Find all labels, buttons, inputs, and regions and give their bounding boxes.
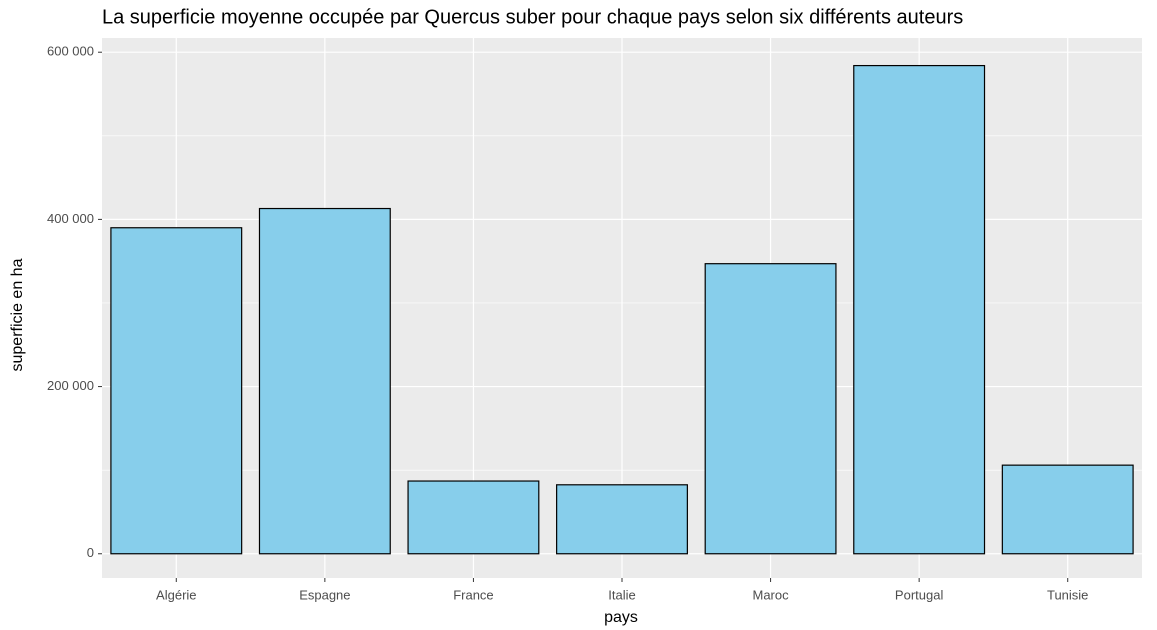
y-tick-label: 400 000 bbox=[47, 211, 94, 226]
bar bbox=[853, 64, 986, 555]
bar bbox=[258, 207, 391, 555]
x-tick-label: France bbox=[453, 587, 493, 602]
x-tick-label: Portugal bbox=[895, 587, 944, 602]
chart-title: La superficie moyenne occupée par Quercu… bbox=[102, 6, 963, 28]
bar bbox=[1001, 464, 1134, 555]
y-tick-label: 600 000 bbox=[47, 44, 94, 59]
y-tick-label: 200 000 bbox=[47, 378, 94, 393]
x-tick-label: Algérie bbox=[156, 587, 196, 602]
x-tick-label: Italie bbox=[608, 587, 635, 602]
x-axis-label: pays bbox=[604, 609, 638, 626]
x-tick-label: Maroc bbox=[753, 587, 790, 602]
y-tick-label: 0 bbox=[87, 545, 94, 560]
bar bbox=[110, 227, 243, 555]
bar bbox=[556, 484, 688, 555]
x-tick-label: Espagne bbox=[299, 587, 350, 602]
bar bbox=[407, 480, 540, 555]
y-axis-label: superficie en ha bbox=[9, 258, 26, 371]
bar bbox=[704, 263, 837, 555]
x-tick-label: Tunisie bbox=[1047, 587, 1088, 602]
